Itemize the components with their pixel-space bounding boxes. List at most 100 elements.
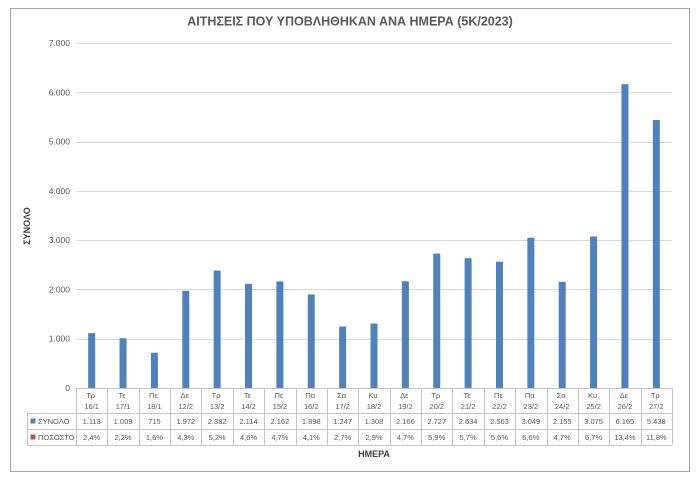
- table-cell: 11,8%: [646, 433, 667, 442]
- bar: [495, 261, 503, 388]
- table-cell: 4,1%: [303, 433, 320, 442]
- table-cell: 2.727: [427, 417, 446, 426]
- table-cell: 6,6%: [522, 433, 539, 442]
- table-cell: 6.165: [616, 417, 635, 426]
- category-label: Πα 23/2: [524, 391, 539, 411]
- category-day: Πε: [149, 391, 158, 400]
- bar: [590, 236, 598, 388]
- bar: [652, 119, 660, 388]
- category-label: Σα 17/2: [335, 391, 350, 411]
- y-tick-label: 1.000: [49, 334, 71, 344]
- category-date: 14/2: [241, 402, 256, 411]
- x-axis-label: ΗΜΕΡΑ: [358, 449, 390, 459]
- table-cell: 3.049: [521, 417, 540, 426]
- category-day: Τρ: [431, 391, 440, 400]
- bar: [621, 84, 629, 389]
- table-cell: 6,7%: [585, 433, 602, 442]
- table-cell: 2,9%: [365, 433, 382, 442]
- bar: [245, 283, 253, 388]
- bar: [433, 253, 441, 388]
- category-day: Πε: [274, 391, 283, 400]
- category-date: 16/1: [84, 402, 99, 411]
- y-tick-label: 4.000: [49, 186, 71, 196]
- category-label: Πε 15/2: [273, 391, 288, 411]
- category-day: Σα: [557, 391, 567, 400]
- y-tick-labels: 0 1.000 2.000 3.000 4.000 5.000 6.000 7.000: [49, 38, 71, 393]
- table-cell: 3.075: [584, 417, 603, 426]
- table-cell: 2.166: [396, 417, 415, 426]
- table-cell: 4,3%: [177, 433, 194, 442]
- bar: [213, 270, 221, 388]
- table-cell: 4,7%: [397, 433, 414, 442]
- bar: [558, 281, 566, 388]
- data-table: Τρ 16/1 Τε 17/1 Πε 18/1 Δε 12/2 Τρ 13/2 Τε 14…: [27, 388, 673, 446]
- category-label: Δε 12/2: [178, 391, 193, 411]
- category-day: Τρ: [212, 391, 221, 400]
- category-label: Σα 24/2: [555, 391, 570, 411]
- table-cell: 1.308: [365, 417, 384, 426]
- chart-title: ΑΙΤΗΣΕΙΣ ΠΟΥ ΥΠΟΒΛΗΘΗΚΑΝ ΑΝΑ ΗΜΕΡΑ (5Κ/2…: [187, 15, 513, 29]
- category-day: Δε: [620, 391, 629, 400]
- y-axis-label: ΣΥΝΟΛΟ: [22, 207, 32, 244]
- table-cell: 4,6%: [240, 433, 257, 442]
- y-tick-label: 6.000: [49, 87, 71, 97]
- category-day: Κυ: [368, 391, 377, 400]
- table-cell: 2.162: [271, 417, 290, 426]
- category-day: Πε: [494, 391, 503, 400]
- category-label: Τε 17/1: [116, 391, 131, 411]
- category-date: 21/2: [461, 402, 476, 411]
- category-date: 15/2: [273, 402, 288, 411]
- category-label: Πε 22/2: [492, 391, 507, 411]
- category-day: Κυ: [588, 391, 597, 400]
- bar: [339, 326, 347, 388]
- category-day: Τρ: [651, 391, 660, 400]
- category-date: 23/2: [524, 402, 539, 411]
- category-date: 19/2: [398, 402, 413, 411]
- bar: [401, 281, 409, 388]
- bar: [88, 333, 96, 388]
- table-cell: 5,9%: [428, 433, 445, 442]
- category-date: 18/2: [367, 402, 382, 411]
- category-date: 24/2: [555, 402, 570, 411]
- bar: [527, 237, 535, 388]
- category-date: 13/2: [210, 402, 225, 411]
- category-day: Τρ: [86, 391, 95, 400]
- table-cell: 1.898: [302, 417, 321, 426]
- category-label: Πα 16/2: [304, 391, 319, 411]
- category-date: 17/2: [335, 402, 350, 411]
- category-label: Τε 14/2: [241, 391, 256, 411]
- table-cell: 1.247: [333, 417, 352, 426]
- legend-key-total: [30, 418, 36, 424]
- category-day: Σα: [337, 391, 347, 400]
- category-labels: Τρ 16/1 Τε 17/1 Πε 18/1 Δε 12/2 Τρ 13/2 Τε 14…: [84, 391, 663, 411]
- y-tick-label: 2.000: [49, 284, 71, 294]
- table-cell: 715: [148, 417, 161, 426]
- table-cell: 2,2%: [114, 433, 131, 442]
- table-row-label-percent: ΠΟΣΟΣΤΟ: [38, 433, 75, 442]
- table-cell: 1.972: [176, 417, 195, 426]
- category-label: Πε 18/1: [147, 391, 162, 411]
- category-date: 17/1: [116, 402, 131, 411]
- table-cell: 5,7%: [460, 433, 477, 442]
- category-label: Δε 26/2: [618, 391, 633, 411]
- table-cell: 2.634: [459, 417, 478, 426]
- bar: [276, 281, 284, 388]
- category-label: Τε 21/2: [461, 391, 476, 411]
- table-cells: 1.113 1.009 715 1.972 2.382 2.114 2.162 1.898 1.…: [83, 417, 667, 442]
- bar: [119, 338, 127, 388]
- table-cell: 5.438: [647, 417, 666, 426]
- category-label: Κυ 18/2: [367, 391, 382, 411]
- category-label: Τρ 16/1: [84, 391, 99, 411]
- bar: [182, 290, 190, 388]
- legend-key-percent: [30, 434, 36, 440]
- table-cell: 5,2%: [209, 433, 226, 442]
- y-tick-label: 7.000: [49, 38, 71, 48]
- table-row-label-total: ΣΥΝΟΛΟ: [38, 417, 70, 426]
- category-label: Τρ 27/2: [649, 391, 664, 411]
- category-date: 20/2: [429, 402, 444, 411]
- category-date: 22/2: [492, 402, 507, 411]
- category-day: Δε: [400, 391, 409, 400]
- y-tick-label: 5.000: [49, 137, 71, 147]
- y-tick-label: 3.000: [49, 235, 71, 245]
